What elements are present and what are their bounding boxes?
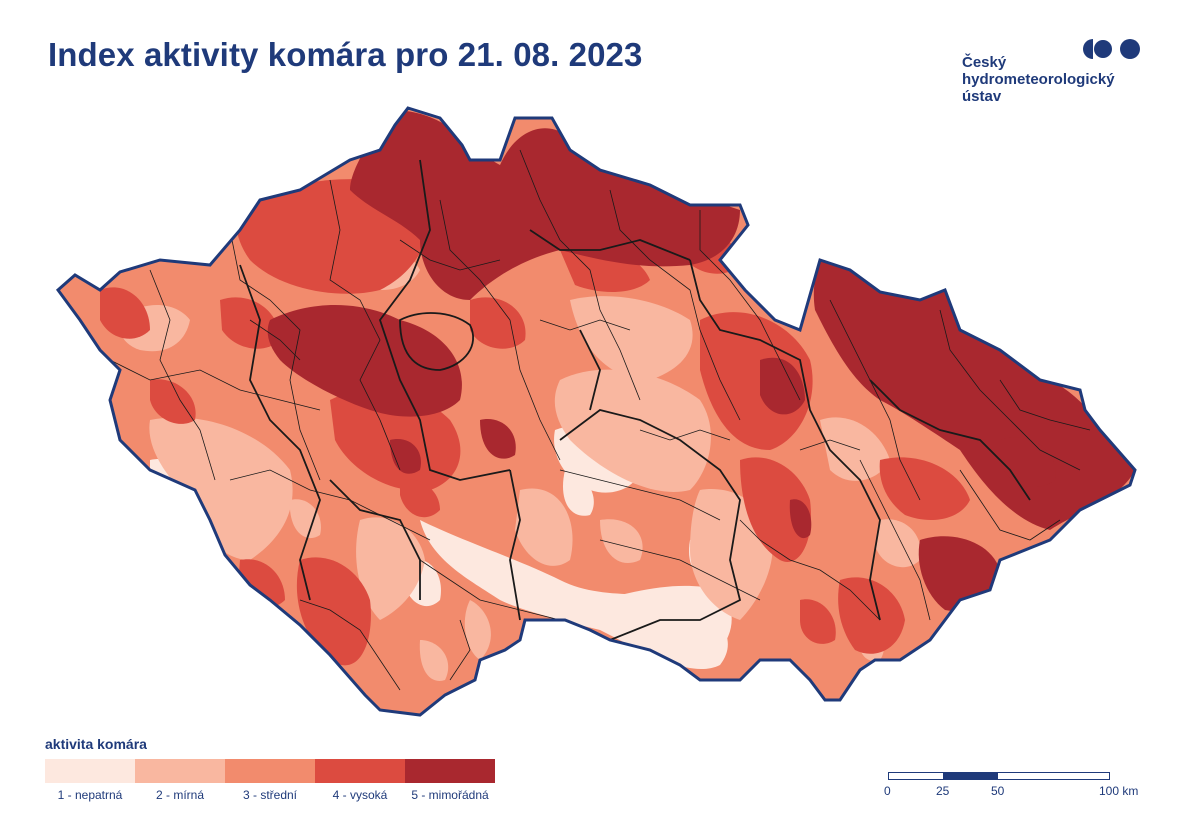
legend-label-4: 4 - vysoká [332, 788, 388, 802]
scale-tick-0: 0 [884, 784, 891, 798]
chmi-dots-logo-icon [1083, 39, 1140, 59]
activity-raster [58, 108, 1135, 715]
legend-labels: 1 - nepatrná 2 - mírná 3 - střední 4 - vyso… [45, 788, 495, 802]
legend-swatch-3 [225, 759, 315, 783]
scale-bar: 0 25 50 100 km [880, 770, 1150, 810]
logo-line-1: Český [962, 54, 1007, 71]
district-boundaries [109, 149, 1091, 691]
class-4-areas [100, 179, 1010, 666]
legend-swatch-4 [315, 759, 405, 783]
legend-label-3: 3 - střední [242, 788, 298, 802]
legend-title: aktivita komára [45, 736, 147, 752]
legend: aktivita komára 1 - nepatrná 2 - mírná 3 -… [45, 736, 515, 816]
chmi-logo: Český hydrometeorologický ústav [962, 36, 1162, 116]
scale-tick-100: 100 km [1099, 784, 1139, 798]
logo-text: Český hydrometeorologický ústav [962, 54, 1115, 105]
scale-bar-fill [943, 773, 998, 779]
legend-label-5: 5 - mimořádná [411, 788, 489, 802]
scale-tick-25: 25 [936, 784, 950, 798]
czech-map [40, 95, 1160, 735]
legend-swatch-1 [45, 759, 135, 783]
class-2-areas [119, 246, 921, 681]
legend-swatch-5 [405, 759, 495, 783]
scale-tick-50: 50 [991, 784, 1005, 798]
scale-bar-frame [888, 772, 1110, 780]
region-boundaries [239, 159, 1031, 641]
czech-map-svg [56, 106, 1137, 717]
logo-line-3: ústav [962, 88, 1002, 105]
map-title: Index aktivity komára pro 21. 08. 2023 [48, 36, 643, 73]
legend-swatch-2 [135, 759, 225, 783]
legend-color-bar [45, 759, 495, 783]
logo-line-2: hydrometeorologický [962, 71, 1115, 88]
legend-label-1: 1 - nepatrná [57, 788, 123, 802]
legend-label-2: 2 - mírná [155, 788, 204, 802]
